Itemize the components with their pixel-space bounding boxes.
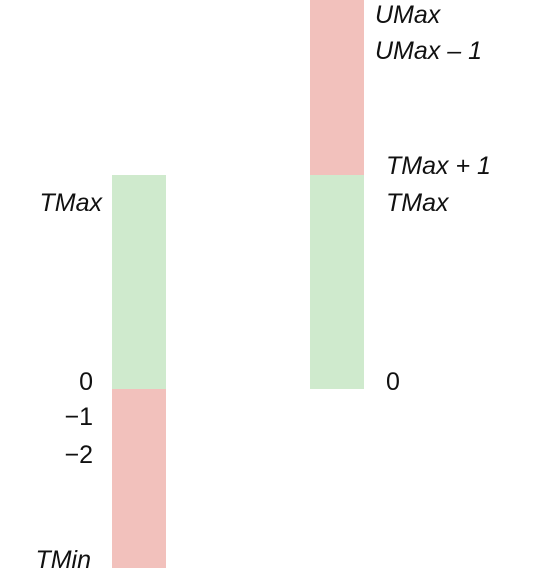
- unsigned-zero-label: 0: [386, 367, 400, 397]
- signed-minus-one-label: −1: [64, 402, 93, 432]
- signed-nonnegative-segment: [112, 175, 166, 389]
- signed-tmin-label: TMin: [35, 545, 91, 575]
- signed-zero-label: 0: [79, 367, 93, 397]
- unsigned-umax-minus-one-label: UMax – 1: [375, 36, 482, 66]
- unsigned-tmax-label: TMax: [386, 188, 449, 218]
- unsigned-lower-segment: [310, 175, 364, 389]
- signed-negative-segment: [112, 389, 166, 568]
- unsigned-tmax-plus-one-label: TMax + 1: [386, 151, 491, 181]
- unsigned-upper-segment: [310, 0, 364, 175]
- signed-tmax-label: TMax: [40, 188, 103, 218]
- unsigned-umax-label: UMax: [375, 0, 440, 30]
- signed-minus-two-label: −2: [64, 440, 93, 470]
